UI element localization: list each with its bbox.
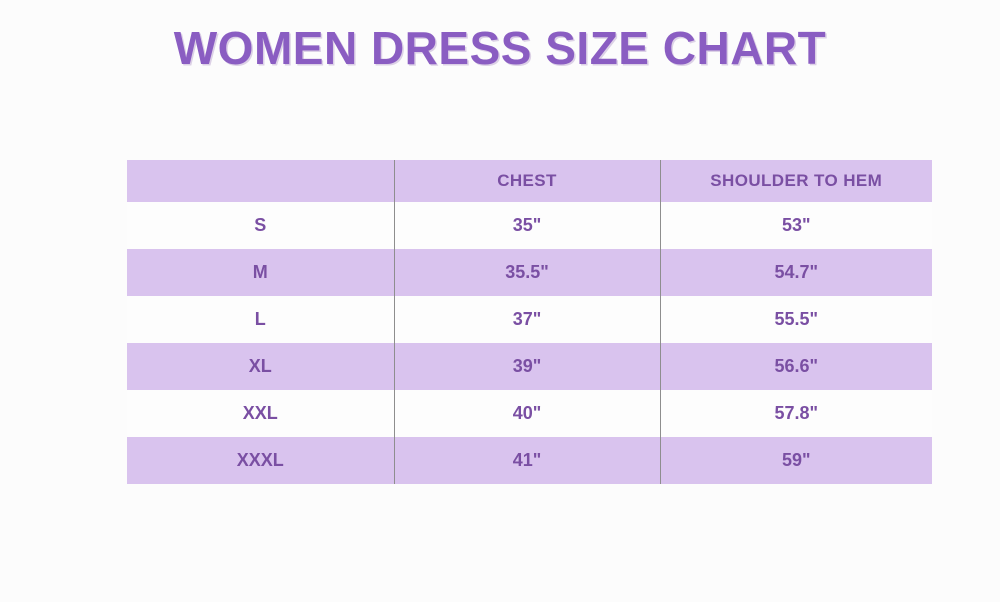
shoulder-to-hem-value: 54.7" <box>659 249 932 296</box>
chest-value: 41" <box>393 437 660 484</box>
page-title: WOMEN DRESS SIZE CHART <box>173 22 827 74</box>
size-label: M <box>127 249 394 296</box>
chest-value: 35.5" <box>393 249 660 296</box>
chest-value: 37" <box>393 296 660 343</box>
table-row-xxxl: XXXL 41" 59" <box>127 437 932 484</box>
chest-value: 35" <box>393 202 660 249</box>
size-label: L <box>127 296 394 343</box>
size-label: S <box>127 202 394 249</box>
header-shoulder-to-hem: SHOULDER TO HEM <box>659 160 932 202</box>
size-chart-table: CHEST SHOULDER TO HEM S 35" 53" M 35.5" … <box>127 160 932 484</box>
shoulder-to-hem-value: 59" <box>659 437 932 484</box>
chest-value: 39" <box>393 343 660 390</box>
shoulder-to-hem-value: 55.5" <box>659 296 932 343</box>
header-row: CHEST SHOULDER TO HEM <box>127 160 932 202</box>
table-row-xxl: XXL 40" 57.8" <box>127 390 932 437</box>
shoulder-to-hem-value: 56.6" <box>659 343 932 390</box>
chest-value: 40" <box>393 390 660 437</box>
size-label: XXXL <box>127 437 394 484</box>
shoulder-to-hem-value: 53" <box>659 202 932 249</box>
header-size <box>127 160 394 202</box>
size-label: XL <box>127 343 394 390</box>
header-chest: CHEST <box>393 160 660 202</box>
table-row-l: L 37" 55.5" <box>127 296 932 343</box>
size-label: XXL <box>127 390 394 437</box>
shoulder-to-hem-value: 57.8" <box>659 390 932 437</box>
table-row-s: S 35" 53" <box>127 202 932 249</box>
table-row-m: M 35.5" 54.7" <box>127 249 932 296</box>
page: WOMEN DRESS SIZE CHART CHEST SHOULDER TO… <box>0 22 1000 602</box>
table-row-xl: XL 39" 56.6" <box>127 343 932 390</box>
